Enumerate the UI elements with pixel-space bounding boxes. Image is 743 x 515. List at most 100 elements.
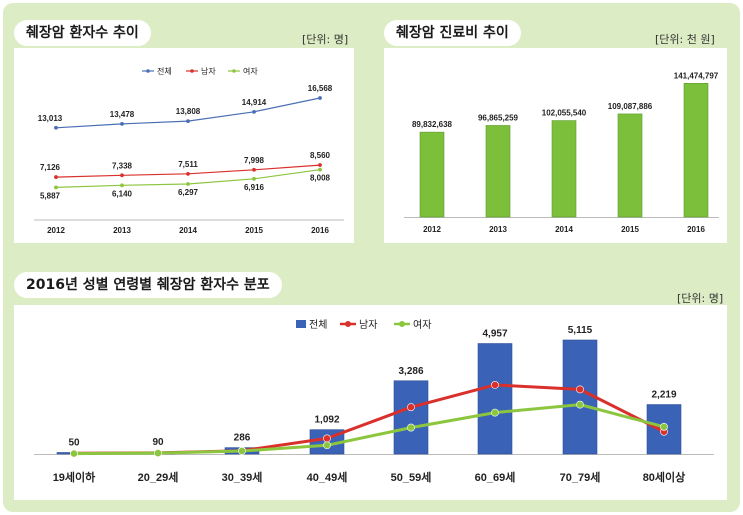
x-tick-label: 2012 bbox=[423, 225, 441, 234]
data-label: 5,115 bbox=[568, 325, 593, 336]
legend-label: 전체 bbox=[309, 319, 327, 331]
data-label: 102,055,540 bbox=[542, 109, 587, 118]
data-label: 14,914 bbox=[242, 98, 267, 107]
x-tick-label: 70_79세 bbox=[560, 470, 601, 484]
data-label: 2,219 bbox=[651, 390, 676, 401]
data-point bbox=[318, 163, 322, 167]
data-point bbox=[54, 125, 58, 130]
legend-label: 남자 bbox=[359, 319, 377, 331]
data-label: 6,916 bbox=[244, 183, 265, 192]
data-label: 16,568 bbox=[308, 84, 333, 93]
data-point bbox=[407, 423, 415, 432]
data-label: 7,511 bbox=[178, 160, 198, 169]
data-label: 13,478 bbox=[110, 110, 135, 119]
legend-label: 여자 bbox=[243, 66, 258, 76]
data-label: 50 bbox=[68, 438, 80, 449]
data-point bbox=[491, 381, 499, 389]
data-point bbox=[576, 400, 584, 409]
data-point bbox=[660, 422, 668, 431]
data-label: 13,013 bbox=[38, 114, 63, 123]
data-point bbox=[70, 449, 78, 458]
x-tick-label: 2014 bbox=[179, 226, 197, 235]
patients-trend-unit: [단위: 명] bbox=[302, 33, 349, 46]
data-point bbox=[154, 449, 162, 458]
x-tick-label: 80세이상 bbox=[643, 470, 686, 484]
x-tick-label: 2016 bbox=[687, 225, 705, 234]
legend-marker bbox=[146, 69, 150, 73]
data-label: 8,560 bbox=[310, 151, 331, 160]
patients-trend-title: 췌장암 환자수 추이 bbox=[14, 20, 151, 46]
data-point bbox=[54, 185, 58, 190]
patients-trend-chart: 2012 2013 2014 2015 2016 전체 남자 여자 13,013 13,478 13… bbox=[34, 66, 344, 235]
data-point bbox=[186, 119, 190, 124]
x-tick-label: 40_49세 bbox=[307, 470, 348, 484]
cost-trend-panel: 89,832,638 2012 96,865,259 2013 102,055,540 2… bbox=[384, 48, 727, 243]
data-label: 5,887 bbox=[40, 191, 61, 200]
data-point bbox=[186, 171, 190, 176]
data-label: 89,832,638 bbox=[412, 120, 453, 129]
data-point bbox=[576, 385, 584, 394]
cost-bar bbox=[683, 83, 709, 218]
data-point bbox=[238, 447, 246, 455]
age-distribution-title: 2016년 성별 연령별 췌장암 환자수 분포 bbox=[14, 272, 282, 298]
total-bar bbox=[477, 343, 513, 455]
data-label: 90 bbox=[152, 437, 164, 448]
data-label: 1,092 bbox=[314, 415, 339, 426]
data-label: 6,140 bbox=[112, 189, 133, 198]
age-distribution-unit: [단위: 명] bbox=[677, 292, 724, 305]
x-tick-label: 30_39세 bbox=[222, 470, 263, 484]
patients-trend-panel: 2012 2013 2014 2015 2016 전체 남자 여자 13,013 13,478 13… bbox=[14, 48, 354, 243]
cost-bar bbox=[485, 125, 511, 218]
cost-bar bbox=[419, 131, 445, 218]
data-label: 96,865,259 bbox=[478, 113, 519, 122]
x-tick-label: 2012 bbox=[47, 226, 65, 235]
x-tick-label: 2016 bbox=[311, 226, 329, 235]
legend-marker bbox=[345, 321, 351, 327]
legend-marker bbox=[399, 321, 405, 327]
data-point bbox=[186, 182, 190, 186]
data-label: 109,087,886 bbox=[608, 102, 653, 111]
x-tick-label: 60_69세 bbox=[475, 470, 516, 484]
x-tick-label: 2013 bbox=[113, 226, 131, 235]
data-label: 7,126 bbox=[40, 163, 61, 172]
data-label: 7,998 bbox=[244, 156, 265, 165]
total-bar bbox=[562, 339, 598, 455]
legend-label: 남자 bbox=[201, 67, 216, 76]
cost-trend-title: 췌장암 진료비 추이 bbox=[384, 20, 521, 46]
data-label: 7,338 bbox=[112, 161, 133, 170]
x-tick-label: 2015 bbox=[245, 226, 263, 235]
data-point bbox=[120, 121, 124, 126]
data-label: 4,957 bbox=[482, 329, 507, 340]
data-point bbox=[54, 175, 58, 179]
age-distribution-chart: 전체 남자 여자 50 19세이하 90 20_29세 286 30_39세 1,092 40_49… bbox=[34, 319, 714, 484]
legend-label: 전체 bbox=[157, 66, 172, 76]
female-line bbox=[73, 403, 665, 456]
data-point bbox=[407, 403, 415, 412]
total-bar bbox=[393, 380, 429, 455]
x-tick-label: 20_29세 bbox=[138, 470, 179, 484]
legend-marker bbox=[190, 69, 194, 73]
data-label: 3,286 bbox=[398, 366, 423, 377]
cost-trend-unit: [단위: 천 원] bbox=[655, 33, 715, 46]
x-tick-label: 50_59세 bbox=[391, 470, 432, 484]
data-point bbox=[323, 441, 331, 450]
x-tick-label: 2013 bbox=[489, 225, 507, 234]
data-point bbox=[318, 167, 322, 172]
data-point bbox=[491, 408, 499, 417]
data-point bbox=[120, 173, 124, 178]
data-point bbox=[323, 434, 331, 443]
cost-trend-chart: 89,832,638 2012 96,865,259 2013 102,055,540 2… bbox=[404, 71, 719, 234]
cost-bar bbox=[617, 113, 643, 218]
age-distribution-panel: 전체 남자 여자 50 19세이하 90 20_29세 286 30_39세 1,092 40_49… bbox=[14, 305, 727, 500]
legend-swatch bbox=[296, 320, 306, 328]
cost-bar bbox=[551, 120, 577, 218]
data-label: 6,297 bbox=[178, 188, 199, 197]
data-label: 286 bbox=[234, 433, 251, 444]
x-tick-label: 2014 bbox=[555, 225, 573, 234]
data-point bbox=[252, 109, 256, 114]
data-point bbox=[252, 176, 256, 181]
legend-label: 여자 bbox=[413, 319, 431, 331]
data-point bbox=[120, 183, 124, 188]
data-label: 141,474,797 bbox=[674, 71, 719, 80]
data-label: 8,008 bbox=[310, 174, 331, 183]
